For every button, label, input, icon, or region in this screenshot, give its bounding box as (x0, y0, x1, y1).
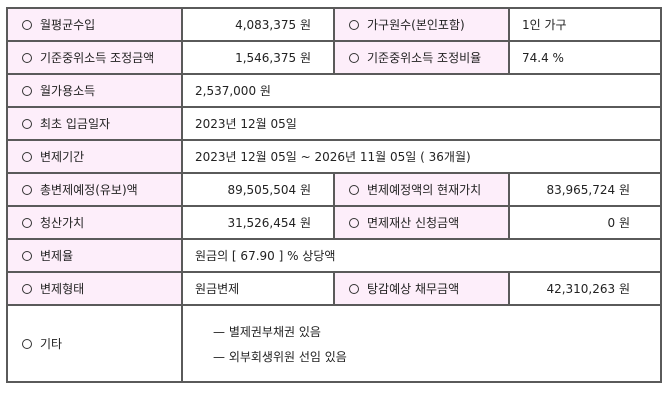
circle-bullet-icon (22, 152, 32, 162)
circle-bullet-icon (349, 218, 359, 228)
table-row: 청산가치 31,526,454 원 면제재산 신청금액 0 원 (6, 205, 662, 240)
circle-bullet-icon (22, 20, 32, 30)
label-cell: 변제율 (6, 238, 183, 273)
note-line: — 별제권부채권 있음 (213, 324, 321, 339)
value-cell: 1,546,375 원 (181, 40, 335, 75)
label-text: 변제형태 (40, 282, 85, 296)
value-cell: 원금의 [ 67.90 ] % 상당액 (181, 238, 662, 273)
value-cell: 31,526,454 원 (181, 205, 335, 240)
circle-bullet-icon (22, 284, 32, 294)
value-cell: 4,083,375 원 (181, 7, 335, 42)
value-cell: — 별제권부채권 있음 — 외부회생위원 선임 있음 (181, 304, 662, 383)
label-cell: 최초 입금일자 (6, 106, 183, 141)
label-cell: 변제기간 (6, 139, 183, 174)
label-cell: 가구원수(본인포함) (333, 7, 510, 42)
circle-bullet-icon (22, 218, 32, 228)
label-text: 총변제예정(유보)액 (40, 183, 138, 197)
table-row: 변제기간 2023년 12월 05일 ~ 2026년 11월 05일 ( 36개… (6, 139, 662, 174)
value-cell: 0 원 (508, 205, 662, 240)
label-text: 변제기간 (40, 150, 85, 164)
table-row: 최초 입금일자 2023년 12월 05일 (6, 106, 662, 141)
label-cell: 기타 (6, 304, 183, 383)
value-cell: 2023년 12월 05일 (181, 106, 662, 141)
label-text: 기타 (40, 337, 63, 351)
table-row: 기타 — 별제권부채권 있음 — 외부회생위원 선임 있음 (6, 304, 662, 383)
label-cell: 변제예정액의 현재가치 (333, 172, 510, 207)
label-text: 변제예정액의 현재가치 (367, 183, 482, 197)
table-row: 변제율 원금의 [ 67.90 ] % 상당액 (6, 238, 662, 273)
circle-bullet-icon (349, 53, 359, 63)
circle-bullet-icon (22, 86, 32, 96)
label-text: 최초 입금일자 (40, 117, 111, 131)
value-cell: 2023년 12월 05일 ~ 2026년 11월 05일 ( 36개월) (181, 139, 662, 174)
label-text: 청산가치 (40, 216, 85, 230)
label-text: 변제율 (40, 249, 74, 263)
value-cell: 42,310,263 원 (508, 271, 662, 306)
label-cell: 총변제예정(유보)액 (6, 172, 183, 207)
table-row: 월평균수입 4,083,375 원 가구원수(본인포함) 1인 가구 (6, 7, 662, 42)
table-row: 총변제예정(유보)액 89,505,504 원 변제예정액의 현재가치 83,9… (6, 172, 662, 207)
value-cell: 원금변제 (181, 271, 335, 306)
label-cell: 월평균수입 (6, 7, 183, 42)
label-cell: 기준중위소득 조정금액 (6, 40, 183, 75)
value-cell: 89,505,504 원 (181, 172, 335, 207)
table-row: 변제형태 원금변제 탕감예상 채무금액 42,310,263 원 (6, 271, 662, 306)
value-cell: 74.4 % (508, 40, 662, 75)
circle-bullet-icon (22, 251, 32, 261)
circle-bullet-icon (22, 339, 32, 349)
circle-bullet-icon (349, 185, 359, 195)
label-cell: 변제형태 (6, 271, 183, 306)
label-text: 면제재산 신청금액 (367, 216, 460, 230)
circle-bullet-icon (22, 119, 32, 129)
label-text: 월가용소득 (40, 84, 96, 98)
label-text: 월평균수입 (40, 18, 96, 32)
label-cell: 기준중위소득 조정비율 (333, 40, 510, 75)
circle-bullet-icon (349, 284, 359, 294)
label-cell: 탕감예상 채무금액 (333, 271, 510, 306)
label-cell: 면제재산 신청금액 (333, 205, 510, 240)
value-cell: 83,965,724 원 (508, 172, 662, 207)
table-row: 기준중위소득 조정금액 1,546,375 원 기준중위소득 조정비율 74.4… (6, 40, 662, 75)
circle-bullet-icon (349, 20, 359, 30)
label-text: 가구원수(본인포함) (367, 18, 465, 32)
circle-bullet-icon (22, 185, 32, 195)
summary-table: 월평균수입 4,083,375 원 가구원수(본인포함) 1인 가구 기준중위소… (6, 7, 662, 383)
label-cell: 월가용소득 (6, 73, 183, 108)
value-cell: 2,537,000 원 (181, 73, 662, 108)
label-text: 탕감예상 채무금액 (367, 282, 460, 296)
label-text: 기준중위소득 조정비율 (367, 51, 482, 65)
circle-bullet-icon (22, 53, 32, 63)
label-text: 기준중위소득 조정금액 (40, 51, 155, 65)
label-cell: 청산가치 (6, 205, 183, 240)
value-cell: 1인 가구 (508, 7, 662, 42)
note-line: — 외부회생위원 선임 있음 (213, 349, 347, 364)
table-row: 월가용소득 2,537,000 원 (6, 73, 662, 108)
